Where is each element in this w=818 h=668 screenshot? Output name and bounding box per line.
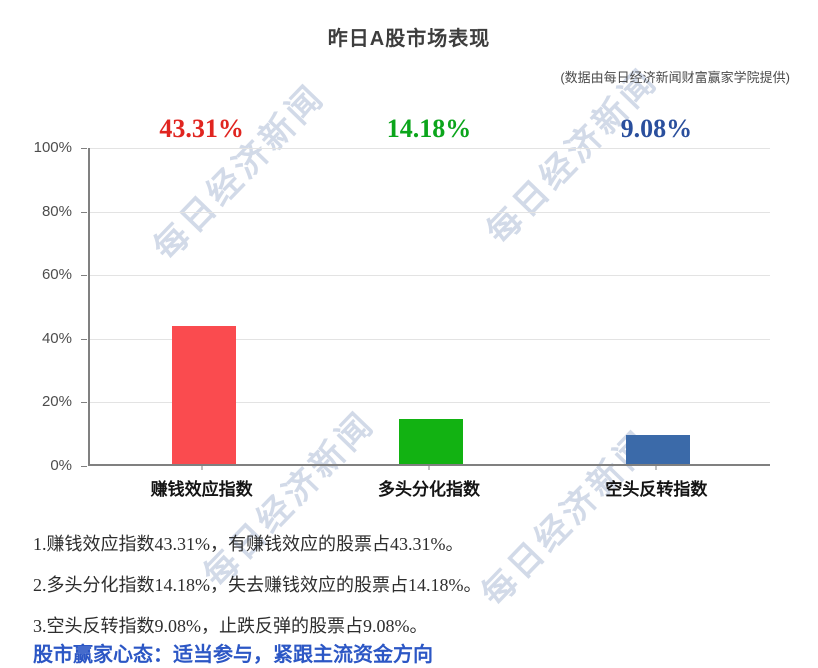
x-axis-tick xyxy=(201,464,203,470)
footer-slogan: 股市赢家心态：适当参与，紧跟主流资金方向 xyxy=(33,644,433,666)
data-source-note: (数据由每日经济新闻财富赢家学院提供) xyxy=(560,70,790,85)
y-axis-tick xyxy=(81,402,87,403)
y-axis-label: 0% xyxy=(50,457,72,474)
note-line-1: 1.赚钱效应指数43.31%，有赚钱效应的股票占43.31%。 xyxy=(33,534,464,554)
y-axis-label: 40% xyxy=(41,330,72,347)
gridline xyxy=(90,402,770,403)
x-axis-tick xyxy=(428,464,430,470)
chart-region: 100% 80% 60% 40% 20% 0% 43.31% 赚钱效应指数 14.18% 多头分化… xyxy=(0,114,818,499)
y-axis-tick xyxy=(81,339,87,340)
notes-block: 1.赚钱效应指数43.31%，有赚钱效应的股票占43.31%。 2.多头分化指数… xyxy=(33,530,482,653)
gridline xyxy=(90,148,770,149)
note-line-2: 2.多头分化指数14.18%，失去赚钱效应的股票占14.18%。 xyxy=(33,575,482,595)
x-axis-label: 赚钱效应指数 xyxy=(150,480,253,499)
x-axis-label: 多头分化指数 xyxy=(378,480,480,499)
y-axis-tick xyxy=(81,275,87,276)
value-label: 9.08% xyxy=(620,114,693,143)
gridline xyxy=(90,212,770,213)
bar-空头反转指数 xyxy=(626,435,691,464)
x-axis-tick xyxy=(655,464,657,470)
y-axis-tick xyxy=(81,212,87,213)
y-axis-tick xyxy=(81,466,87,467)
y-axis-tick xyxy=(81,148,87,149)
bar-多头分化指数 xyxy=(399,419,463,464)
plot-area xyxy=(88,148,770,466)
y-axis-label: 20% xyxy=(41,393,72,410)
gridline xyxy=(90,339,770,340)
y-axis-label: 80% xyxy=(41,203,72,220)
page-title: 昨日A股市场表现 xyxy=(327,28,491,50)
value-label: 14.18% xyxy=(386,114,472,143)
note-line-3: 3.空头反转指数9.08%，止跌反弹的股票占9.08%。 xyxy=(33,616,428,636)
value-label: 43.31% xyxy=(159,114,244,143)
bar-赚钱效应指数 xyxy=(171,326,236,464)
y-axis-label: 60% xyxy=(41,266,72,283)
y-axis-label: 100% xyxy=(33,139,72,156)
x-axis-label: 空头反转指数 xyxy=(605,480,708,499)
gridline xyxy=(90,275,770,276)
